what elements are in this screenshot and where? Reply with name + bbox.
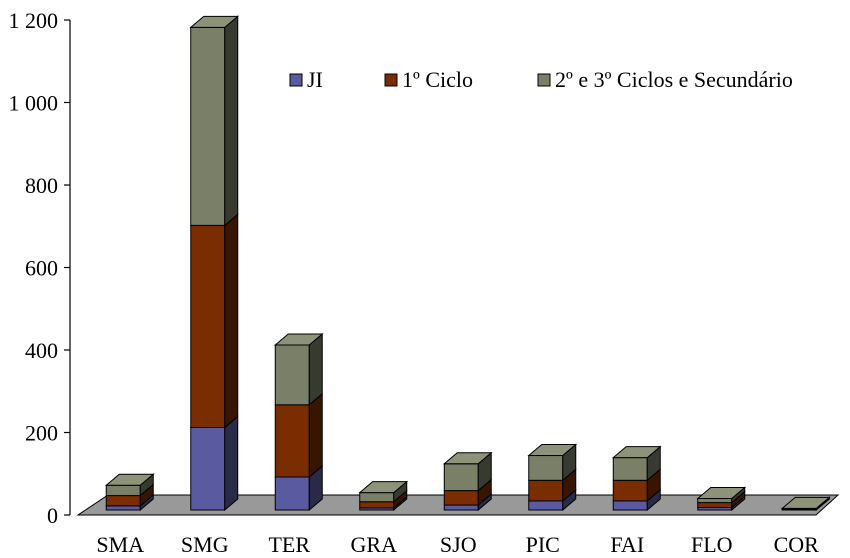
y-tick-label: 1 000 <box>9 91 59 116</box>
bar-stack-fai <box>611 445 662 512</box>
legend-swatch <box>289 73 303 87</box>
x-category-label: COR <box>774 532 820 557</box>
bar-front-smg-s0 <box>190 427 226 511</box>
bars <box>104 15 831 512</box>
y-tick-label: 800 <box>25 173 58 198</box>
x-category-label: SJO <box>440 532 477 557</box>
bar-stack-pic <box>527 443 578 512</box>
bar-stack-flo <box>696 486 747 512</box>
bar-front-sma-s1 <box>105 495 141 507</box>
bar-front-ter-s0 <box>274 476 310 511</box>
bar-side-smg-s0 <box>224 415 239 512</box>
bar-front-fai-s0 <box>612 500 648 511</box>
bar-top-sma <box>104 473 155 486</box>
bar-top-flo <box>696 486 747 499</box>
bar-stack-smg <box>189 15 240 512</box>
bar-top-smg <box>189 15 240 28</box>
bar-front-sma-s0 <box>105 505 141 511</box>
bar-top-cor <box>780 496 831 509</box>
bar-front-smg-s2 <box>190 26 226 226</box>
x-category-label: SMG <box>181 532 229 557</box>
x-category-label: TER <box>268 532 310 557</box>
bar-top-gra <box>358 481 409 494</box>
legend: JI 1º Ciclo 2º e 3º Ciclos e Secundário <box>289 67 793 92</box>
x-category-label: SMA <box>96 532 144 557</box>
legend-label: 2º e 3º Ciclos e Secundário <box>555 67 793 92</box>
bar-top-ter <box>273 333 324 346</box>
legend-label: 1º Ciclo <box>402 67 473 92</box>
bar-stack-sma <box>104 473 155 512</box>
bar-side-smg-s2 <box>224 15 239 227</box>
legend-label: JI <box>307 67 323 92</box>
bar-stack-ter <box>273 332 324 512</box>
bar-front-pic-s2 <box>528 455 564 481</box>
bar-front-gra-s1 <box>359 501 395 509</box>
bar-stack-gra <box>358 480 409 512</box>
bar-top-sjo <box>442 452 493 465</box>
bar-front-ter-s2 <box>274 344 310 406</box>
bar-front-fai-s2 <box>612 457 648 481</box>
bar-side-smg-s1 <box>224 213 239 429</box>
legend-swatch <box>384 73 398 87</box>
bar-side-ter-s1 <box>308 392 323 479</box>
bar-top-fai <box>611 446 662 459</box>
bar-side-ter-s2 <box>308 332 323 406</box>
bar-front-sjo-s2 <box>443 463 479 492</box>
y-tick-label: 0 <box>47 503 58 528</box>
bar-stack-sjo <box>442 451 493 512</box>
bar-top-pic <box>527 444 578 457</box>
bar-front-flo-s2 <box>697 497 733 504</box>
bar-front-flo-s1 <box>697 502 733 509</box>
y-tick-label: 600 <box>25 256 58 281</box>
y-tick-label: 200 <box>25 421 58 446</box>
bar-front-pic-s1 <box>528 479 564 502</box>
legend-swatch <box>537 73 551 87</box>
category-labels: SMA SMG TER GRA SJO PIC FAI FLO COR <box>96 532 819 557</box>
x-category-label: GRA <box>351 532 398 557</box>
bar-front-sjo-s1 <box>443 490 479 506</box>
bar-stack-cor <box>780 496 831 512</box>
x-category-label: FLO <box>691 532 733 557</box>
x-category-label: FAI <box>610 532 644 557</box>
bar-front-sjo-s0 <box>443 504 479 511</box>
x-category-label: PIC <box>526 532 560 557</box>
bar-front-gra-s2 <box>359 492 395 503</box>
bar-front-pic-s0 <box>528 500 564 511</box>
bar-front-fai-s1 <box>612 479 648 502</box>
bar-front-ter-s1 <box>274 404 310 478</box>
y-tick-label: 400 <box>25 338 58 363</box>
bar-front-smg-s1 <box>190 224 226 428</box>
y-tick-label: 1 200 <box>9 8 59 33</box>
bar-front-sma-s2 <box>105 484 141 497</box>
y-axis: 0 200 400 600 800 1 000 1 200 <box>9 8 71 528</box>
